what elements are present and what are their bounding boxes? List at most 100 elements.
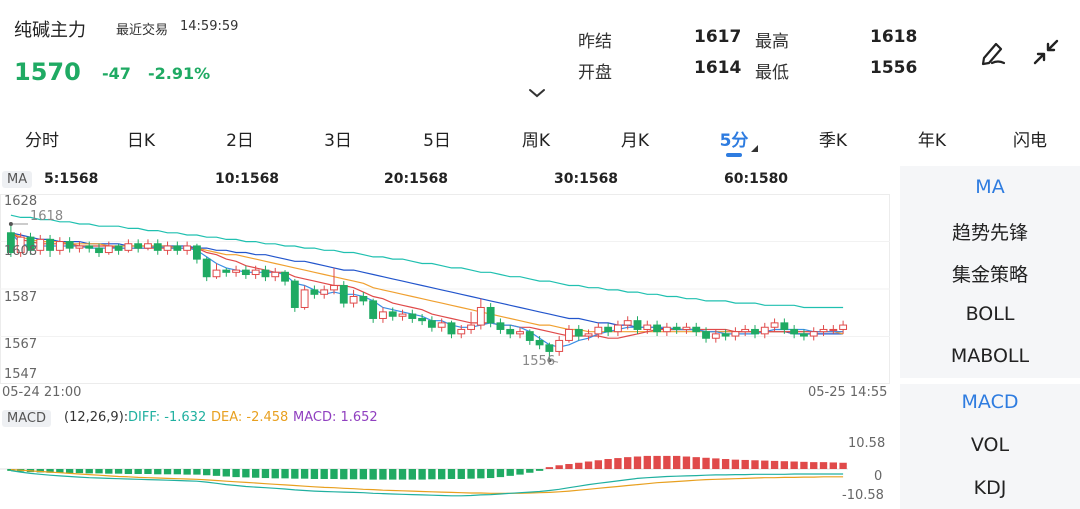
candle-body bbox=[55, 241, 64, 251]
macd-bar bbox=[438, 469, 446, 480]
low-value: 1556 bbox=[870, 58, 918, 78]
macd-bar bbox=[163, 469, 172, 475]
macd-bar bbox=[643, 455, 651, 469]
high-marker-dot bbox=[8, 221, 13, 226]
pen-draw-icon[interactable] bbox=[978, 36, 1010, 68]
macd-diff-value: DIFF: -1.632 bbox=[128, 410, 207, 425]
indicator-trend-pioneer[interactable]: 趋势先锋 bbox=[951, 222, 1028, 244]
last-trade-label: 最近交易 bbox=[116, 23, 169, 38]
macd-bar bbox=[496, 469, 505, 478]
macd-bar bbox=[75, 469, 84, 474]
candle-body bbox=[124, 243, 133, 251]
macd-bottom-label: -10.58 bbox=[842, 488, 884, 503]
candle-body bbox=[839, 324, 848, 330]
macd-chart[interactable] bbox=[0, 432, 890, 504]
low-marker-dot bbox=[547, 358, 552, 363]
macd-bar bbox=[85, 469, 93, 474]
collapse-arrows-icon[interactable] bbox=[1030, 36, 1062, 68]
macd-bar bbox=[457, 469, 465, 479]
tab-item[interactable]: 2日 bbox=[226, 131, 254, 151]
macd-bar bbox=[477, 469, 485, 479]
chevron-down-icon[interactable] bbox=[528, 88, 546, 98]
tab-item[interactable]: 日K bbox=[126, 131, 156, 151]
last-trade-time: 14:59:59 bbox=[180, 19, 239, 34]
candle-body bbox=[770, 322, 779, 328]
macd-bar bbox=[428, 469, 436, 480]
macd-bar bbox=[320, 469, 328, 479]
tab-item[interactable]: 5分 bbox=[719, 131, 749, 151]
candle-body bbox=[310, 289, 319, 295]
macd-bar bbox=[261, 469, 270, 479]
tab-item[interactable]: 5日 bbox=[423, 131, 451, 151]
low-marker-label: 1556 bbox=[522, 354, 556, 369]
macd-bar bbox=[712, 458, 720, 469]
candlestick-chart[interactable] bbox=[0, 190, 890, 390]
ma30-value: 30:1568 bbox=[554, 171, 619, 187]
macd-bar bbox=[633, 456, 642, 469]
time-start-label: 05-24 21:00 bbox=[2, 385, 82, 400]
macd-bar bbox=[408, 469, 416, 480]
candle-body bbox=[829, 328, 838, 331]
indicator-maboll[interactable]: MABOLL bbox=[950, 345, 1030, 367]
macd-bar bbox=[65, 469, 74, 474]
macd-bar bbox=[624, 457, 632, 469]
candle-body bbox=[682, 326, 691, 330]
candle-body bbox=[418, 317, 427, 322]
candle-body bbox=[16, 236, 25, 254]
tab-item[interactable]: 季K bbox=[818, 131, 848, 151]
macd-bar bbox=[575, 462, 583, 469]
tab-item[interactable]: 年K bbox=[917, 131, 947, 151]
tab-item[interactable]: 月K bbox=[620, 131, 650, 151]
candle-body bbox=[173, 245, 182, 251]
price-tick-label: 1567 bbox=[4, 337, 38, 352]
macd-bar bbox=[144, 469, 152, 474]
tab-item[interactable]: 闪电 bbox=[1013, 131, 1047, 151]
price-change: -47 bbox=[102, 64, 131, 83]
candle-body bbox=[800, 333, 808, 337]
macd-bar bbox=[242, 469, 250, 478]
macd-bar bbox=[46, 469, 54, 473]
macd-bar bbox=[535, 469, 544, 471]
candle-body bbox=[369, 300, 378, 319]
indicator-panel bbox=[900, 166, 1080, 509]
candle-body bbox=[711, 333, 720, 339]
tab-item[interactable]: 分时 bbox=[25, 131, 59, 151]
candle-body bbox=[271, 271, 280, 278]
macd-bar bbox=[790, 461, 798, 469]
candle-body bbox=[183, 245, 192, 251]
indicator-vol[interactable]: VOL bbox=[970, 434, 1010, 456]
macd-bar bbox=[545, 467, 554, 469]
tab-item[interactable]: 周K bbox=[521, 131, 551, 151]
macd-bar bbox=[124, 469, 133, 474]
macd-bar bbox=[36, 469, 44, 473]
macd-bar bbox=[271, 469, 279, 479]
macd-tag[interactable]: MACD bbox=[2, 410, 51, 427]
tab-dropdown-triangle-icon[interactable] bbox=[751, 145, 758, 152]
macd-bar bbox=[134, 469, 142, 474]
indicator-kdj[interactable]: KDJ bbox=[973, 477, 1007, 499]
candle-body bbox=[241, 269, 250, 276]
indicator-ma[interactable]: MA bbox=[975, 176, 1005, 198]
macd-bar bbox=[193, 469, 201, 475]
macd-bar bbox=[418, 469, 426, 480]
macd-bar bbox=[359, 469, 368, 480]
macd-bar bbox=[232, 469, 240, 478]
candle-body bbox=[662, 326, 671, 333]
prev-settle-value: 1617 bbox=[694, 27, 742, 47]
macd-bar bbox=[281, 469, 289, 479]
macd-bar bbox=[506, 469, 514, 476]
macd-bar bbox=[300, 469, 309, 479]
candle-body bbox=[751, 328, 759, 335]
price-tick-label: 1628 bbox=[4, 194, 38, 209]
candle-body bbox=[427, 320, 436, 328]
high-label: 最高 bbox=[755, 32, 789, 52]
tab-item[interactable]: 3日 bbox=[324, 131, 352, 151]
ma60-line bbox=[10, 214, 844, 309]
macd-bar bbox=[447, 469, 456, 479]
macd-bar bbox=[663, 455, 671, 469]
indicator-macd[interactable]: MACD bbox=[961, 391, 1019, 413]
indicator-boll[interactable]: BOLL bbox=[965, 303, 1015, 325]
ma-tag[interactable]: MA bbox=[2, 171, 33, 188]
indicator-jijin-strategy[interactable]: 集金策略 bbox=[951, 264, 1028, 286]
candle-body bbox=[153, 243, 162, 251]
